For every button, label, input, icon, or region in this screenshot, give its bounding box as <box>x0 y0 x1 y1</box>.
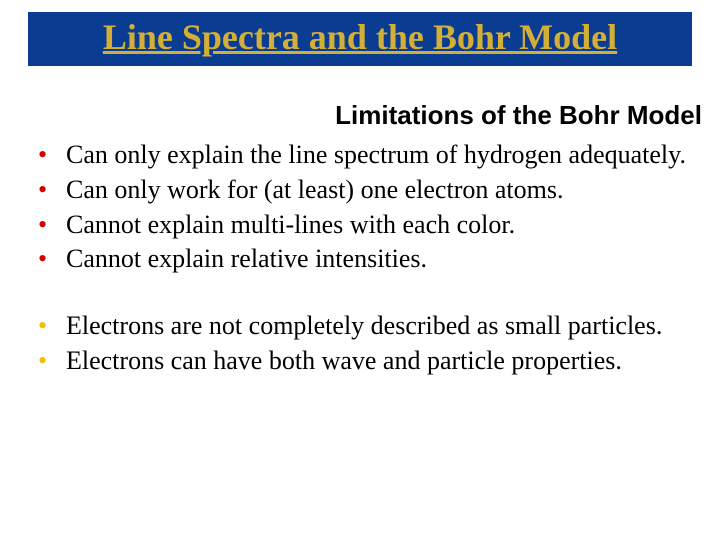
bullet-icon: • <box>38 310 47 343</box>
list-item-text: Cannot explain multi-lines with each col… <box>66 210 515 239</box>
slide-subtitle: Limitations of the Bohr Model <box>0 100 702 131</box>
list-item: • Can only explain the line spectrum of … <box>30 139 690 172</box>
list-item: • Can only work for (at least) one elect… <box>30 174 690 207</box>
title-banner: Line Spectra and the Bohr Model <box>28 12 692 66</box>
bullet-icon: • <box>38 174 47 207</box>
list-item-text: Can only work for (at least) one electro… <box>66 175 563 204</box>
list-item-text: Cannot explain relative intensities. <box>66 244 427 273</box>
list-item-text: Electrons are not completely described a… <box>66 311 662 340</box>
bullet-icon: • <box>38 139 47 172</box>
list-item: • Cannot explain relative intensities. <box>30 243 690 276</box>
list-item-text: Electrons can have both wave and particl… <box>66 346 622 375</box>
list-item-text: Can only explain the line spectrum of hy… <box>66 140 686 169</box>
list-item: • Cannot explain multi-lines with each c… <box>30 209 690 242</box>
bullet-icon: • <box>38 243 47 276</box>
list-item: • Electrons are not completely described… <box>30 310 690 343</box>
bullet-icon: • <box>38 345 47 378</box>
bullet-icon: • <box>38 209 47 242</box>
limitations-list: • Can only explain the line spectrum of … <box>30 139 690 276</box>
list-item: • Electrons can have both wave and parti… <box>30 345 690 378</box>
slide-title: Line Spectra and the Bohr Model <box>103 17 617 57</box>
electrons-list: • Electrons are not completely described… <box>30 310 690 378</box>
